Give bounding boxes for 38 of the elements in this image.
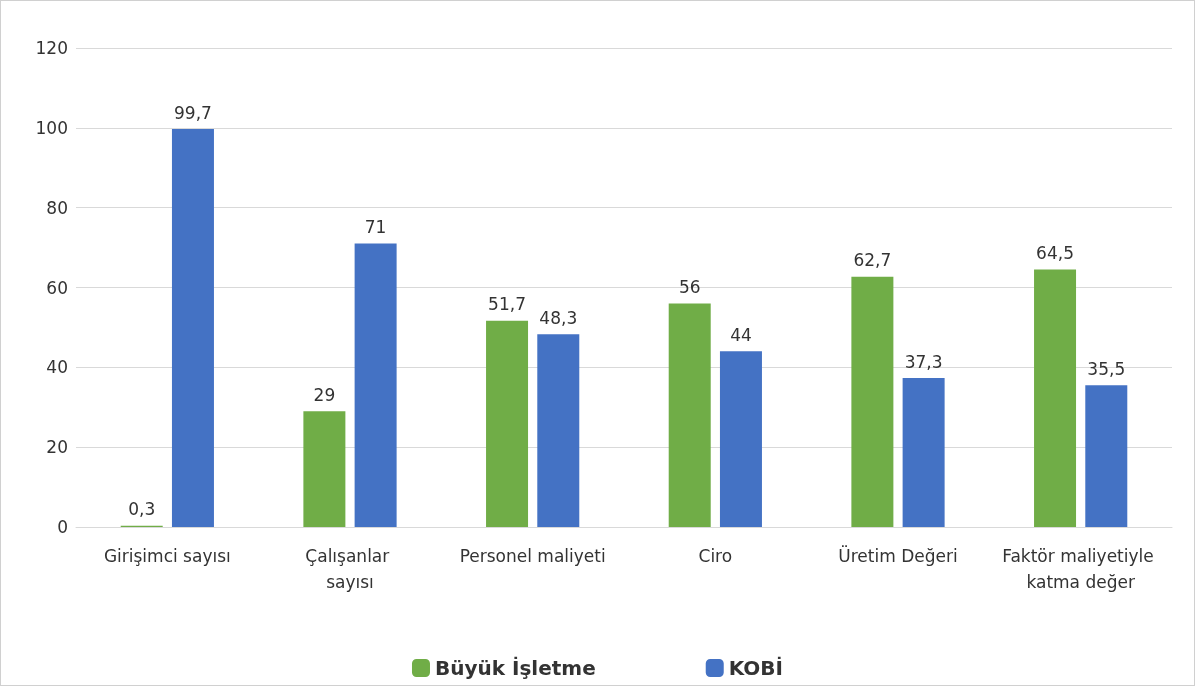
data-label: 35,5: [1087, 358, 1126, 379]
y-tick-label: 60: [46, 277, 68, 298]
data-label: 29: [313, 384, 336, 405]
bar: [668, 303, 711, 527]
data-label: 48,3: [539, 307, 578, 328]
y-tick-label: 80: [46, 197, 68, 218]
data-label: 99,7: [174, 102, 212, 123]
bar: [354, 243, 397, 527]
x-tick-label: Üretim Değeri: [838, 545, 958, 566]
bar: [537, 334, 580, 527]
x-tick-label: Personel maliyeti: [459, 546, 606, 566]
y-tick-label: 0: [57, 517, 68, 537]
bar: [902, 378, 945, 527]
bar: [303, 411, 346, 527]
y-tick-label: 40: [46, 357, 68, 378]
legend-label: Büyük İşletme: [434, 656, 596, 680]
data-label: 71: [364, 217, 387, 238]
y-tick-label: 20: [46, 437, 68, 458]
x-tick-label: Faktör maliyetiyle katma değer: [1002, 546, 1160, 592]
y-tick-label: 100: [35, 117, 68, 138]
legend-label: KOBİ: [728, 656, 784, 680]
bar: [719, 351, 762, 527]
data-label: 0,3: [128, 499, 156, 520]
y-tick-label: 120: [35, 38, 68, 58]
x-tick-label: Ciro: [698, 546, 733, 566]
bar: [851, 276, 894, 527]
bar: [1085, 385, 1128, 527]
data-label: 62,7: [853, 250, 892, 271]
data-label: 44: [730, 324, 752, 345]
data-label: 51,7: [488, 294, 526, 315]
data-label: 56: [678, 276, 701, 297]
bar: [171, 129, 214, 527]
data-label: 37,3: [904, 351, 943, 372]
x-tick-label: Girişimci sayısı: [103, 546, 231, 566]
bar: [486, 320, 529, 527]
bar: [1034, 269, 1077, 527]
data-label: 64,5: [1036, 243, 1074, 264]
x-tick-label: Çalışanlar sayısı: [305, 546, 395, 592]
